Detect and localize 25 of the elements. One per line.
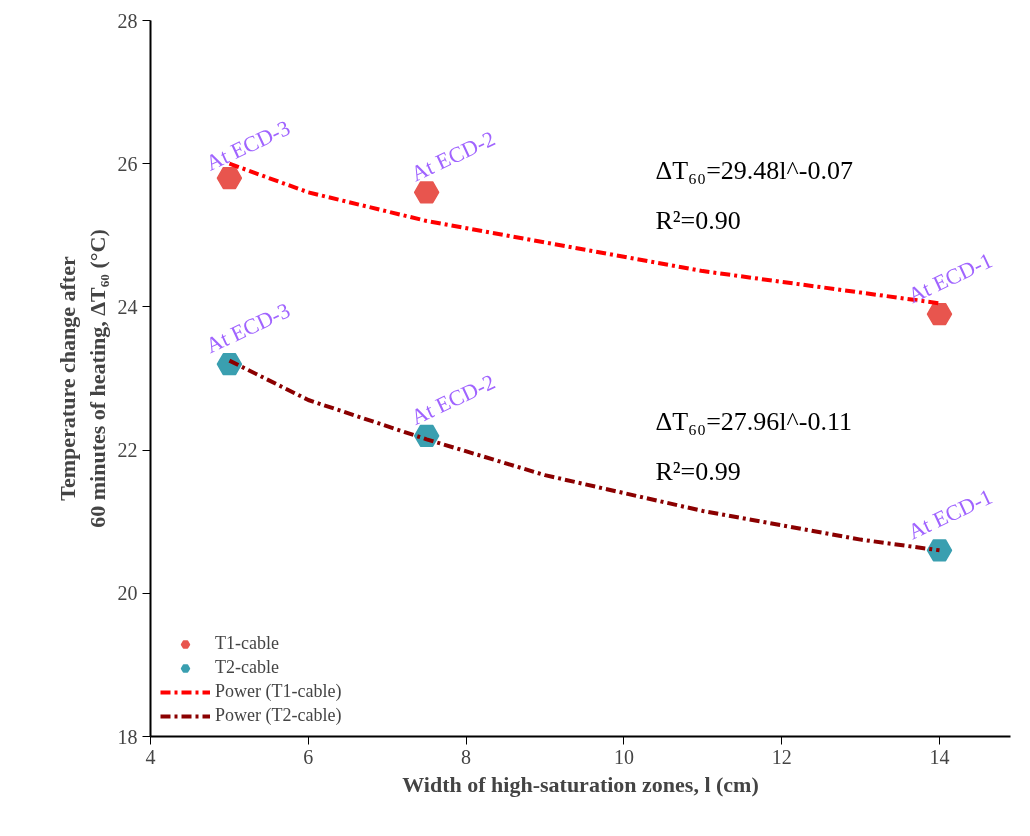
y-tick-label: 20: [117, 582, 138, 605]
x-tick-label: 4: [145, 745, 156, 768]
point: [926, 539, 953, 562]
legend-label: T1-cable: [215, 633, 279, 654]
legend-label: Power (T2-cable): [215, 705, 342, 726]
y-tick-label: 26: [117, 152, 138, 175]
annotation: ΔT₆₀=29.48l^-0.07: [655, 156, 853, 186]
legend-label: T2-cable: [215, 657, 279, 678]
y-axis-title: Temperature change after 60 minutes of heating, ΔT₆₀ (°C): [54, 229, 110, 528]
y-tick-label: 22: [117, 439, 138, 462]
y-tick-label: 28: [117, 9, 138, 32]
x-tick-label: 14: [929, 745, 950, 768]
point: [926, 302, 953, 326]
annotation: R²=0.90: [655, 206, 741, 236]
x-tick-label: 10: [613, 745, 634, 768]
legend-label: Power (T1-cable): [215, 681, 342, 702]
x-axis-title: Width of high-saturation zones, l (cm): [402, 771, 759, 797]
x-tick-label: 12: [771, 745, 792, 768]
annotation: R²=0.99: [655, 456, 741, 486]
annotation: ΔT₆₀=27.96l^-0.11: [655, 406, 852, 436]
point: [413, 181, 440, 204]
x-tick-label: 6: [303, 745, 314, 768]
y-tick-label: 18: [117, 725, 138, 748]
y-tick-label: 24: [117, 295, 138, 318]
x-tick-label: 8: [461, 745, 472, 768]
